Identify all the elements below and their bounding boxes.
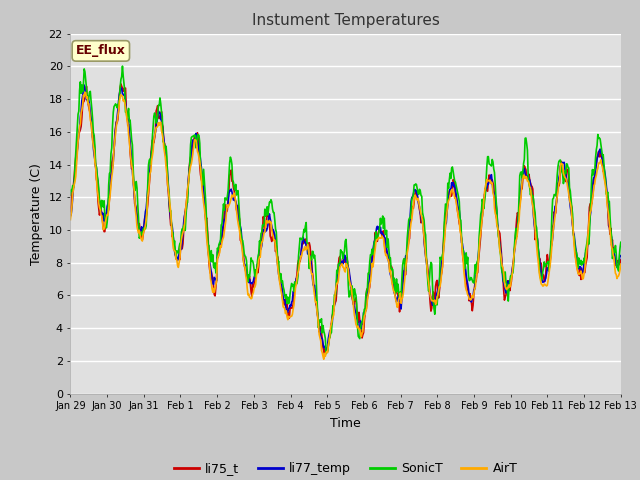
Text: EE_flux: EE_flux [76,44,126,58]
X-axis label: Time: Time [330,417,361,430]
Title: Instument Temperatures: Instument Temperatures [252,13,440,28]
Legend: li75_t, li77_temp, SonicT, AirT: li75_t, li77_temp, SonicT, AirT [169,457,522,480]
Y-axis label: Temperature (C): Temperature (C) [30,163,43,264]
